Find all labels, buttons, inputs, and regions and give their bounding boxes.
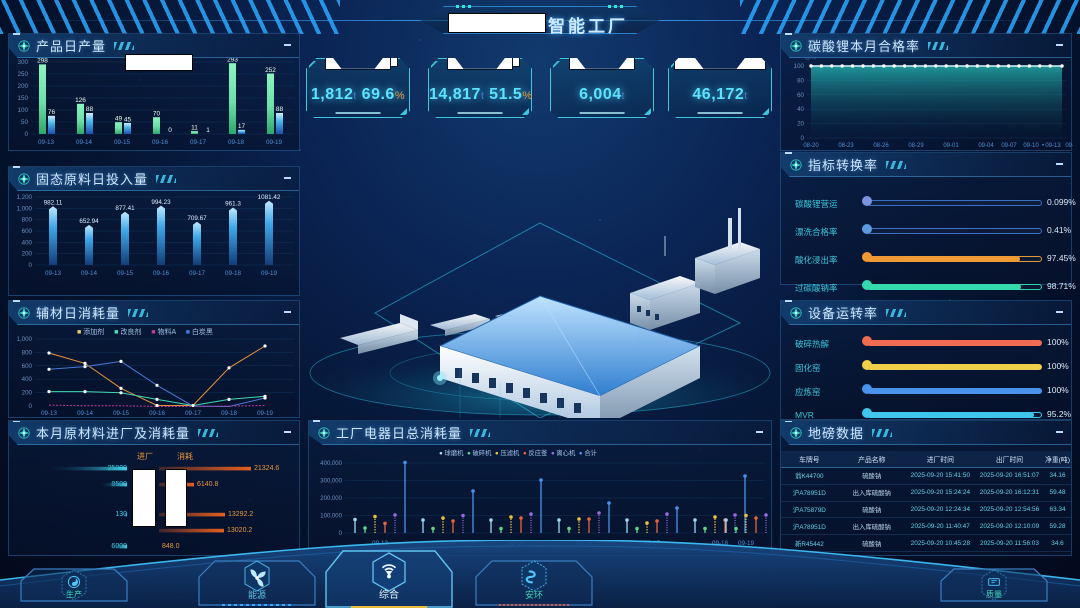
svg-text:08-29: 08-29 xyxy=(908,143,924,149)
svg-text:17: 17 xyxy=(238,123,246,130)
svg-text:20: 20 xyxy=(797,121,804,128)
svg-text:60: 60 xyxy=(797,92,804,99)
svg-text:09-19: 09-19 xyxy=(266,139,283,146)
svg-text:200: 200 xyxy=(17,83,28,90)
svg-text:252: 252 xyxy=(265,67,276,74)
svg-text:0: 0 xyxy=(24,131,28,138)
svg-text:13020.2: 13020.2 xyxy=(227,527,252,534)
svg-text:100: 100 xyxy=(794,63,805,70)
svg-text:09-18: 09-18 xyxy=(225,270,242,277)
svg-text:09-19: 09-19 xyxy=(261,270,278,277)
svg-text:13292.2: 13292.2 xyxy=(228,511,253,518)
svg-text:80: 80 xyxy=(797,77,804,84)
svg-text:•: • xyxy=(1042,143,1044,149)
svg-text:40: 40 xyxy=(797,106,804,113)
svg-text:88: 88 xyxy=(276,106,284,113)
svg-text:09-01: 09-01 xyxy=(943,143,959,149)
svg-text:49: 49 xyxy=(115,116,123,123)
svg-text:600: 600 xyxy=(22,363,33,370)
svg-text:09-15: 09-15 xyxy=(114,139,131,146)
svg-text:600: 600 xyxy=(22,228,33,235)
svg-text:250: 250 xyxy=(17,71,28,78)
svg-text:1,000: 1,000 xyxy=(17,205,33,212)
svg-text:09-13: 09-13 xyxy=(41,410,57,417)
svg-text:300: 300 xyxy=(17,59,28,66)
svg-text:400: 400 xyxy=(22,239,33,246)
svg-text:09-13: 09-13 xyxy=(45,270,62,277)
svg-text:08-26: 08-26 xyxy=(873,143,889,149)
svg-text:1,200: 1,200 xyxy=(17,194,33,201)
svg-text:09-17: 09-17 xyxy=(189,270,206,277)
svg-text:200: 200 xyxy=(22,251,33,258)
svg-text:08-23: 08-23 xyxy=(838,143,854,149)
svg-text:09-17: 09-17 xyxy=(190,139,207,146)
svg-text:11: 11 xyxy=(191,124,198,131)
svg-text:800: 800 xyxy=(22,349,33,356)
svg-text:09-07: 09-07 xyxy=(1001,143,1017,149)
svg-text:961.3: 961.3 xyxy=(225,201,241,208)
svg-text:0: 0 xyxy=(168,127,172,134)
svg-text:0: 0 xyxy=(29,262,33,269)
svg-text:09-17: 09-17 xyxy=(185,410,201,417)
svg-text:单位: kWh: 单位: kWh xyxy=(31,335,56,336)
svg-text:6140.8: 6140.8 xyxy=(197,481,219,488)
svg-text:0: 0 xyxy=(29,403,33,410)
svg-text:09-19: 09-19 xyxy=(257,410,273,417)
svg-text:09-16: 09-16 xyxy=(153,270,170,277)
svg-text:09-04: 09-04 xyxy=(978,143,994,149)
svg-text:50: 50 xyxy=(21,119,29,126)
svg-text:200,000: 200,000 xyxy=(320,496,342,502)
svg-text:298: 298 xyxy=(37,58,48,65)
svg-text:21324.6: 21324.6 xyxy=(254,465,279,472)
svg-text:09-14: 09-14 xyxy=(81,270,98,277)
svg-text:709.67: 709.67 xyxy=(187,215,207,222)
svg-text:70: 70 xyxy=(153,111,161,118)
svg-text:ᓫ位:%: ᓫ位:% xyxy=(803,58,816,61)
svg-text:994.23: 994.23 xyxy=(151,199,171,206)
svg-text:09-18: 09-18 xyxy=(221,410,237,417)
svg-text:300,000: 300,000 xyxy=(320,479,342,485)
svg-text:100,000: 100,000 xyxy=(320,514,342,520)
svg-text:877.41: 877.41 xyxy=(115,205,135,212)
svg-text:76: 76 xyxy=(48,109,56,116)
svg-text:08-20: 08-20 xyxy=(803,143,819,149)
svg-text:09-14: 09-14 xyxy=(76,139,93,146)
svg-text:1081.42: 1081.42 xyxy=(258,194,281,201)
svg-text:200: 200 xyxy=(22,390,33,397)
svg-text:293: 293 xyxy=(227,58,238,64)
svg-text:09-13: 09-13 xyxy=(1045,143,1061,149)
svg-text:400: 400 xyxy=(22,376,33,383)
svg-text:88: 88 xyxy=(86,106,94,113)
svg-text:09-16: 09-16 xyxy=(149,410,165,417)
svg-text:150: 150 xyxy=(17,95,28,102)
svg-text:45: 45 xyxy=(124,116,132,123)
svg-text:09-13: 09-13 xyxy=(38,139,55,146)
svg-text:09-15: 09-15 xyxy=(113,410,129,417)
svg-text:09-10: 09-10 xyxy=(1023,143,1039,149)
svg-text:1,000: 1,000 xyxy=(17,336,33,343)
svg-text:09-19: 09-19 xyxy=(1065,143,1073,149)
svg-text:09-14: 09-14 xyxy=(77,410,93,417)
svg-text:09-18: 09-18 xyxy=(228,139,245,146)
svg-text:800: 800 xyxy=(22,217,33,224)
svg-text:126: 126 xyxy=(75,97,86,104)
svg-text:100: 100 xyxy=(17,107,28,114)
svg-text:982.11: 982.11 xyxy=(44,200,63,207)
svg-text:09-16: 09-16 xyxy=(152,139,169,146)
svg-text:09-15: 09-15 xyxy=(117,270,134,277)
svg-text:652.94: 652.94 xyxy=(79,218,99,225)
svg-text:1: 1 xyxy=(206,127,210,134)
svg-text:400,000: 400,000 xyxy=(320,461,342,467)
svg-text:0: 0 xyxy=(801,135,805,142)
svg-text:0: 0 xyxy=(339,531,343,537)
